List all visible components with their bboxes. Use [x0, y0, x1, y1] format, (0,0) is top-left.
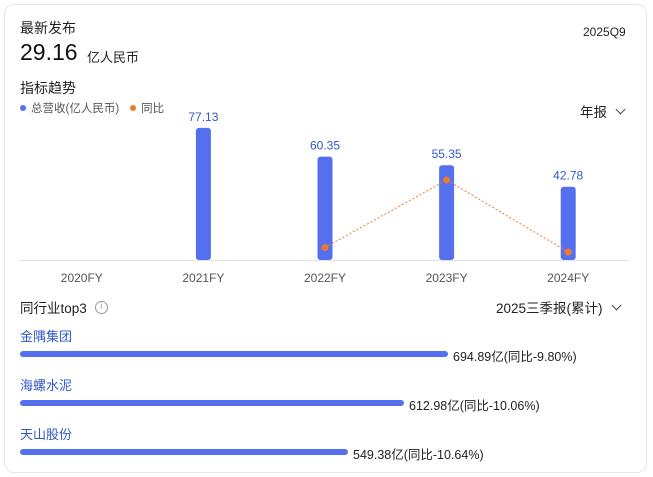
chart-legend: 总营收(亿人民币) 同比: [20, 100, 175, 116]
peer-period-dropdown[interactable]: 2025三季报(累计): [496, 297, 621, 317]
x-tick-label: 2024FY: [547, 271, 589, 285]
x-tick-label: 2023FY: [426, 271, 468, 285]
legend-yoy-label: 同比: [141, 103, 165, 115]
bar-data-label: 60.35: [310, 139, 340, 153]
peer-name[interactable]: 海螺水泥: [20, 378, 73, 393]
legend-yoy[interactable]: 同比: [130, 100, 164, 116]
revenue-value: 29.16: [20, 39, 78, 65]
report-period-dropdown[interactable]: 年报: [580, 101, 626, 121]
legend-revenue-label: 总营收(亿人民币): [31, 103, 120, 115]
revenue-bar: [560, 186, 576, 260]
peer-name[interactable]: 天山股份: [20, 427, 73, 442]
revenue-bar: [317, 156, 333, 260]
chevron-down-icon: [611, 300, 621, 310]
bar-data-label: 55.35: [432, 147, 462, 161]
peer-bar: [20, 400, 404, 406]
revenue-chart: 2020FY 2021FY 77.13 2022FY 60.35 2023FY 55.35 2…: [20, 110, 628, 285]
peer-bar: [20, 351, 448, 357]
yoy-point: [564, 248, 572, 256]
latest-period: 2025Q9: [583, 25, 626, 39]
legend-yoy-dot-icon: [130, 105, 137, 111]
peer-value: 694.89亿(同比-9.80%): [453, 350, 577, 364]
x-tick-label: 2020FY: [61, 271, 103, 285]
latest-release-label: 最新发布: [20, 20, 76, 36]
peer-bar: [20, 449, 348, 455]
revenue-bar: [439, 165, 455, 260]
bar-data-label: 42.78: [553, 169, 583, 183]
yoy-point: [321, 244, 329, 251]
peers-title-label: 同行业top3: [20, 301, 87, 316]
info-icon[interactable]: i: [94, 300, 108, 314]
peer-period-label: 2025三季报(累计): [496, 301, 603, 316]
peer-name[interactable]: 金隅集团: [20, 329, 73, 344]
revenue-unit: 亿人民币: [87, 50, 140, 65]
yoy-line: [324, 179, 569, 253]
peer-value: 549.38亿(同比-10.64%): [353, 448, 484, 462]
revenue-bar: [195, 127, 211, 260]
report-period-label: 年报: [580, 105, 607, 120]
peer-value: 612.98亿(同比-10.06%): [409, 399, 540, 413]
legend-revenue[interactable]: 总营收(亿人民币): [20, 100, 119, 116]
bar-data-label: 77.13: [188, 110, 218, 124]
x-tick-label: 2022FY: [304, 271, 346, 285]
trend-title: 指标趋势: [20, 80, 76, 96]
x-tick-label: 2021FY: [182, 271, 224, 285]
legend-revenue-dot-icon: [20, 105, 26, 111]
yoy-point: [443, 176, 451, 184]
peers-title: 同行业top3 i: [20, 297, 108, 317]
